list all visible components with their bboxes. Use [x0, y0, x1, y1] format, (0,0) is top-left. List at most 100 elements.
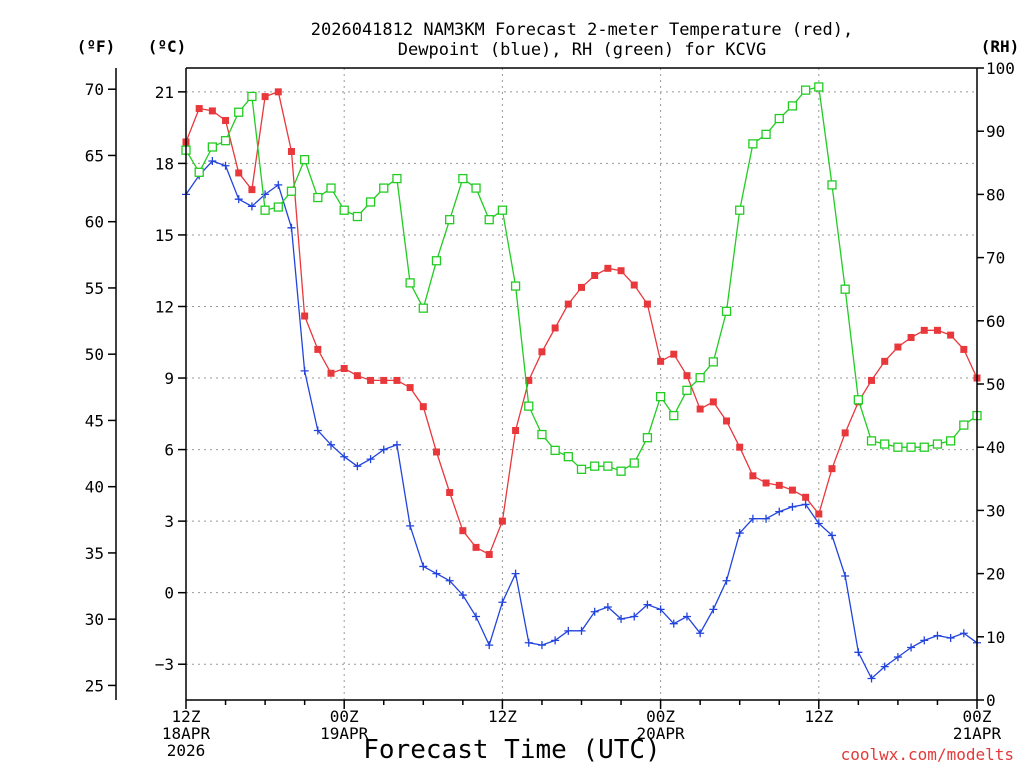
celsius-tick-label: 0: [164, 584, 174, 603]
rh-point: [352, 211, 363, 222]
rh-line: [185, 86, 978, 472]
rh-point: [431, 256, 442, 266]
fahrenheit-tick-label: 25: [85, 676, 104, 695]
temperature-point: [604, 264, 612, 272]
dewpoint-point: [867, 674, 876, 683]
rh-point: [497, 205, 508, 215]
dewpoint-point: [551, 636, 560, 645]
rh-point: [550, 445, 560, 456]
axes: [108, 67, 984, 709]
rh-point: [471, 183, 481, 193]
temperature-point: [868, 376, 876, 384]
dewpoint-point: [327, 440, 336, 449]
dewpoint-point: [801, 500, 810, 509]
rh-point: [299, 154, 310, 165]
time-tick-label: 12Z: [804, 707, 833, 726]
temperature-point: [419, 403, 427, 411]
dewpoint-point: [564, 626, 573, 635]
temperature-point: [947, 331, 955, 339]
temperature-point: [630, 281, 638, 289]
temperature-point: [709, 398, 717, 406]
temperature-point: [775, 481, 783, 489]
dewpoint-point: [682, 612, 691, 621]
fahrenheit-tick-label: 30: [85, 610, 104, 629]
labels: 2026041812 NAM3KM Forecast 2-meter Tempe…: [77, 20, 1020, 765]
rh-point: [919, 442, 929, 452]
rh-point: [853, 395, 863, 405]
temperature-point: [643, 300, 651, 308]
rh-point: [735, 205, 745, 215]
rh-point: [220, 136, 231, 146]
time-tick-label: 12Z: [172, 707, 201, 726]
dewpoint-point: [432, 569, 441, 578]
temperature-point: [788, 486, 796, 494]
temperature-point: [736, 443, 744, 451]
time-tick-label: 00Z: [646, 707, 675, 726]
dewpoint-point: [669, 619, 678, 628]
dewpoint-point: [827, 531, 836, 540]
rh-point: [840, 284, 850, 294]
fahrenheit-tick-label: 70: [85, 80, 104, 99]
temperature-point: [617, 267, 625, 275]
rh-point: [260, 205, 270, 215]
rh-point: [537, 429, 547, 440]
rh-point: [563, 452, 573, 462]
temperature-point: [380, 376, 388, 384]
rh-point: [959, 420, 969, 430]
series-temperature: [182, 88, 981, 559]
temperature-point: [314, 345, 322, 353]
time-tick-label: 2026: [167, 741, 206, 760]
temperature-point: [564, 300, 572, 308]
dewpoint-point: [313, 426, 322, 435]
rh-point: [945, 436, 956, 446]
temperature-point: [485, 551, 493, 559]
rh-point: [932, 439, 943, 449]
rh-tick-label: 50: [986, 375, 1005, 394]
rh-point: [510, 281, 521, 291]
celsius-tick-label: −3: [155, 655, 174, 674]
dewpoint-point: [630, 612, 639, 621]
temperature-point: [274, 88, 282, 96]
dewpoint-point: [841, 571, 850, 580]
dewpoint-point: [458, 591, 467, 600]
rh-tick-label: 10: [986, 628, 1005, 647]
x-axis-title: Forecast Time (UTC): [363, 735, 660, 765]
celsius-tick-label: 12: [155, 297, 174, 316]
data-series: [181, 82, 982, 683]
temperature-point: [749, 472, 757, 480]
fahrenheit-tick-label: 40: [85, 478, 104, 497]
dewpoint-point: [419, 562, 428, 571]
rh-point: [458, 173, 468, 184]
temperature-point: [512, 427, 520, 435]
series-rh: [181, 82, 982, 476]
dewpoint-point: [353, 462, 362, 471]
dewpoint-point: [340, 452, 349, 461]
rh-point: [827, 180, 837, 190]
dewpoint-point: [287, 223, 296, 232]
rh-tick-label: 80: [986, 185, 1005, 204]
rh-point: [392, 173, 402, 184]
dewpoint-point: [485, 641, 494, 650]
temperature-point: [393, 376, 401, 384]
dewpoint-point: [379, 445, 388, 454]
temperature-point: [367, 376, 375, 384]
dewpoint-point: [709, 605, 718, 614]
dewpoint-point: [814, 519, 823, 528]
rh-point: [866, 436, 877, 446]
rh-point: [748, 139, 758, 149]
rh-point: [418, 303, 428, 313]
temperature-point: [459, 527, 467, 535]
rh-tick-label: 100: [986, 59, 1015, 78]
rh-point: [339, 205, 349, 215]
rh-point: [273, 202, 283, 212]
dewpoint-point: [656, 605, 665, 614]
dewpoint-point: [406, 521, 415, 530]
temperature-point: [327, 369, 335, 377]
temperature-point: [933, 326, 941, 334]
rh-point: [603, 461, 613, 471]
dewpoint-point: [511, 569, 520, 578]
rh-point: [695, 373, 705, 383]
celsius-tick-label: 18: [155, 154, 174, 173]
celsius-tick-label: 9: [164, 369, 174, 388]
rh-point: [787, 101, 798, 111]
